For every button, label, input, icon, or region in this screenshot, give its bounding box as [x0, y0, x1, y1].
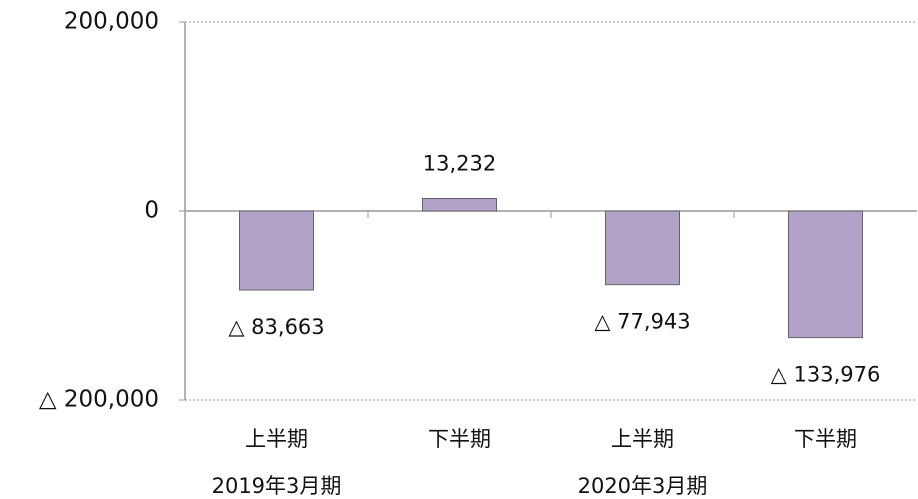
y-tick-label: 200,000: [64, 9, 159, 35]
bar: [605, 210, 680, 286]
x-tick-label: 上半期: [611, 427, 674, 451]
value-label: △ 133,976: [771, 363, 881, 387]
x-tick-label: 下半期: [794, 427, 857, 451]
bar: [788, 210, 863, 339]
y-tick-label: 0: [144, 198, 159, 224]
x-tick-label: 上半期: [245, 427, 308, 451]
value-label: △ 77,943: [594, 310, 690, 334]
value-label: 13,232: [423, 151, 496, 175]
x-tick-label: 下半期: [428, 427, 491, 451]
y-tick-label: △ 200,000: [39, 387, 159, 413]
value-label: △ 83,663: [228, 315, 324, 339]
group-label: 2019年3月期: [212, 474, 342, 498]
bar: [239, 210, 314, 291]
group-label: 2020年3月期: [578, 474, 708, 498]
bar: [422, 197, 497, 212]
